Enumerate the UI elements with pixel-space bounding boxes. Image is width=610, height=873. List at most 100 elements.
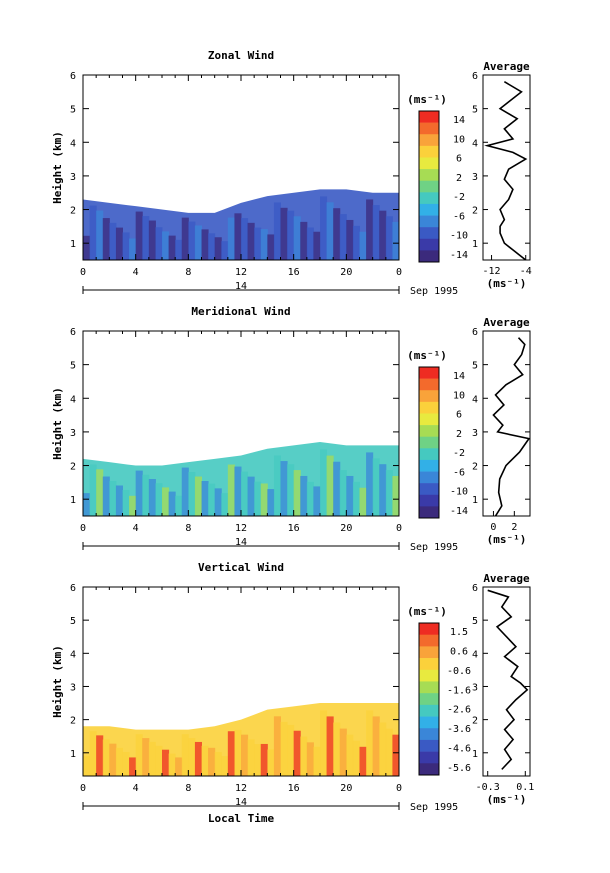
- field-cell: [214, 237, 222, 260]
- y-tick-label: 3: [70, 428, 76, 439]
- field-cell: [313, 746, 321, 776]
- field-cell: [306, 742, 314, 776]
- field-cell: [208, 483, 216, 516]
- profile-y-tick-label: 2: [472, 462, 478, 473]
- colorbar-tick-label: 1.5: [450, 627, 468, 638]
- colorbar-swatch: [419, 390, 439, 403]
- colorbar-tick-label: 14: [453, 115, 465, 126]
- field-cell: [115, 227, 123, 260]
- x-tick-label: 4: [133, 523, 139, 534]
- x-tick-label: 16: [288, 783, 300, 794]
- colorbar-swatch: [419, 634, 439, 647]
- x-tick-label: 20: [340, 783, 352, 794]
- y-tick-label: 2: [70, 716, 76, 727]
- field-cell: [89, 464, 97, 516]
- profile-y-tick-label: 1: [472, 749, 478, 760]
- field-cell: [241, 218, 249, 260]
- field-cell: [300, 221, 308, 260]
- y-tick-label: 1: [70, 239, 76, 250]
- field-cell: [188, 738, 196, 776]
- y-axis-label: Height (km): [51, 131, 64, 204]
- colorbar-frame: [418, 366, 440, 519]
- colorbar-swatch: [419, 739, 439, 752]
- colorbar-swatch: [419, 751, 439, 764]
- profile-y-tick-label: 5: [472, 105, 478, 116]
- y-tick-label: 6: [70, 583, 76, 594]
- field-cell: [372, 205, 380, 260]
- profile-y-tick-label: 3: [472, 682, 478, 693]
- colorbar-tick-label: 0.6: [450, 646, 468, 657]
- field-cell: [96, 735, 104, 776]
- field-cell: [168, 753, 176, 776]
- field-cell: [273, 716, 281, 776]
- field-cell: [129, 238, 137, 260]
- colorbar-tick-label: -5.6: [447, 763, 471, 774]
- field-cell: [102, 739, 110, 776]
- colorbar-swatch: [419, 401, 439, 414]
- field-cell: [148, 220, 156, 260]
- colorbar-swatch: [419, 658, 439, 671]
- y-axis-label: Height (km): [51, 645, 64, 718]
- field-cell: [194, 225, 202, 260]
- colorbar-tick-label: -10: [450, 487, 468, 498]
- field-cell: [313, 231, 321, 260]
- colorbar-unit: (ms⁻¹): [407, 605, 447, 618]
- profile-y-tick-label: 6: [472, 583, 478, 594]
- field-cell: [115, 747, 123, 776]
- colorbar-swatch: [419, 413, 439, 426]
- field-cell: [83, 756, 91, 776]
- field-cell: [254, 481, 262, 516]
- field-cell: [254, 744, 262, 776]
- field-cell: [227, 731, 235, 776]
- y-tick-label: 3: [70, 172, 76, 183]
- field-cell: [181, 217, 189, 260]
- field-cell: [333, 461, 341, 516]
- profile-y-tick-label: 5: [472, 616, 478, 627]
- field-cell: [260, 483, 268, 516]
- field-cell: [102, 218, 110, 260]
- profile-title: Average: [483, 316, 530, 329]
- colorbar-tick-label: 6: [456, 154, 462, 165]
- field-cell: [392, 221, 400, 260]
- field-cell: [109, 222, 117, 260]
- field-cell: [115, 485, 123, 516]
- y-tick-label: 4: [70, 394, 76, 405]
- field-cell: [234, 213, 242, 260]
- colorbar: (ms⁻¹) 14 10 6 2 -2 -6 -10 -14: [407, 93, 468, 263]
- colorbar-tick-label: -14: [450, 506, 468, 517]
- colorbar-swatch: [419, 646, 439, 659]
- field-cell: [201, 481, 209, 516]
- colorbar-tick-label: 10: [453, 390, 465, 401]
- day-label: 14: [235, 537, 247, 548]
- x-tick-label: 8: [185, 783, 191, 794]
- field-cell: [300, 736, 308, 776]
- y-tick-label: 5: [70, 105, 76, 116]
- profile-frame: [482, 330, 531, 517]
- y-tick-label: 5: [70, 616, 76, 627]
- field-cell: [379, 722, 387, 776]
- field-cell: [346, 475, 354, 516]
- profile-y-tick-label: 6: [472, 71, 478, 82]
- x-tick-label: 16: [288, 523, 300, 534]
- colorbar-tick-label: -1.6: [447, 685, 471, 696]
- field-cell: [379, 464, 387, 516]
- day-label: 14: [235, 281, 247, 292]
- colorbar-swatch: [419, 506, 439, 519]
- field-cell: [109, 743, 117, 776]
- x-tick-label: 12: [235, 267, 247, 278]
- field-cell: [162, 487, 170, 516]
- profile-line: [484, 81, 528, 261]
- colorbar-swatch: [419, 681, 439, 694]
- colorbar-swatch: [419, 378, 439, 391]
- x-tick-label: 0: [396, 267, 402, 278]
- colorbar-swatch: [419, 157, 439, 170]
- field-cell: [83, 493, 91, 516]
- y-tick-label: 5: [70, 361, 76, 372]
- field-cell: [372, 716, 380, 776]
- field-cell: [221, 241, 229, 260]
- colorbar-swatch: [419, 448, 439, 461]
- field-cell: [214, 751, 222, 776]
- x-tick-label: 0: [80, 783, 86, 794]
- field-cell: [175, 495, 183, 516]
